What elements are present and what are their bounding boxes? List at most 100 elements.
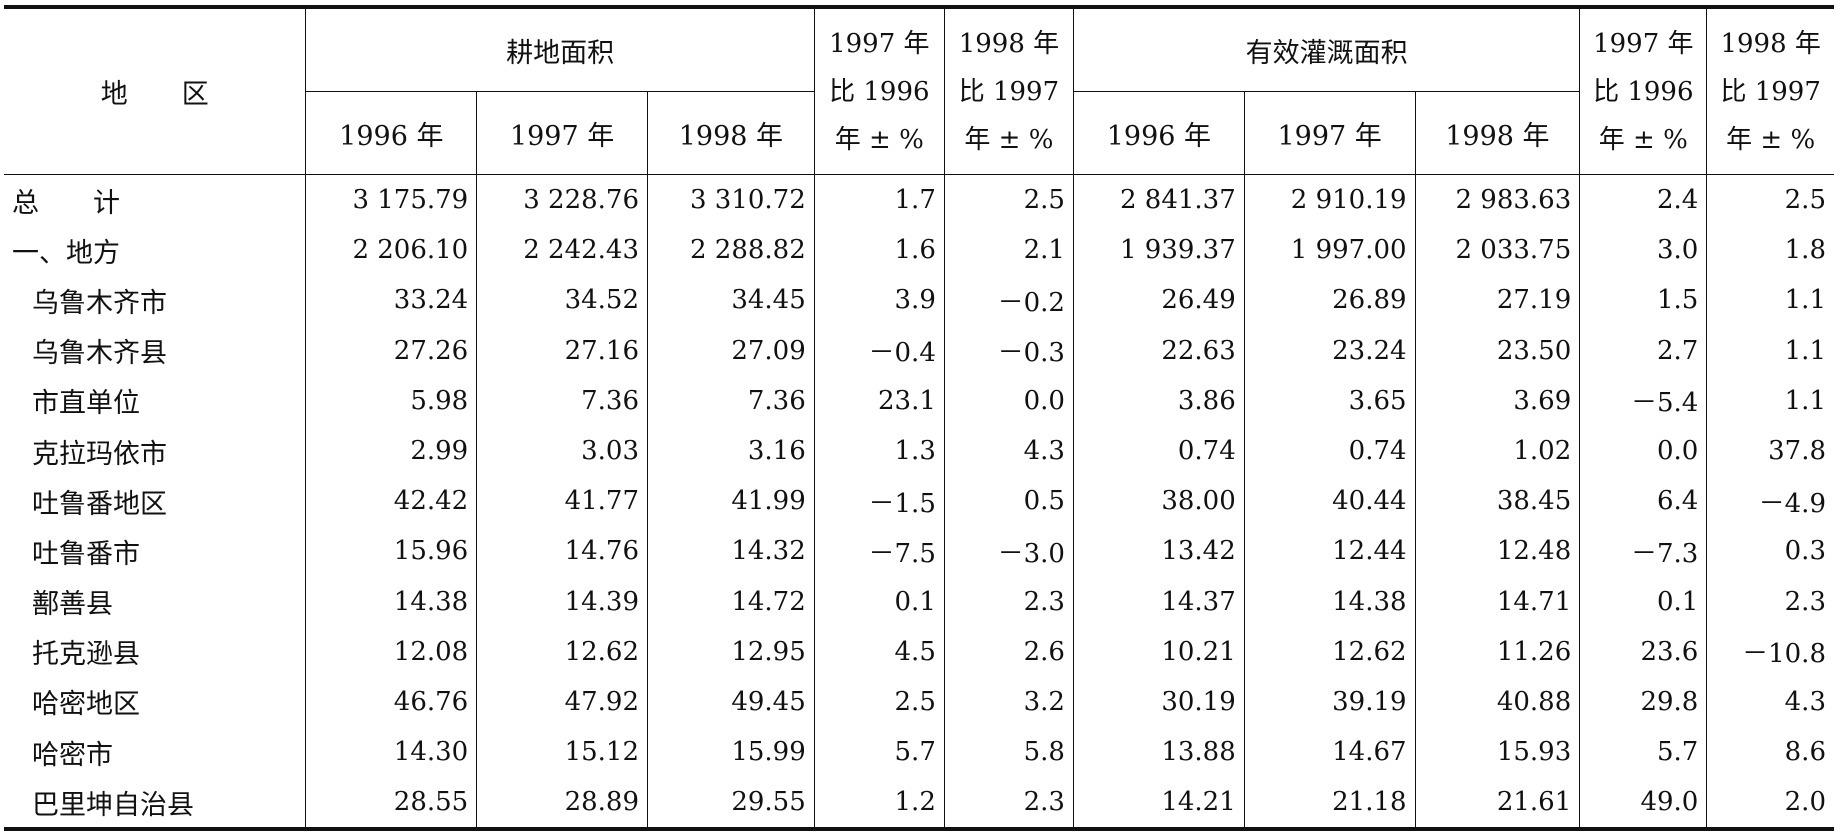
region-name-cell: 乌鲁木齐县 [32, 338, 167, 370]
cultivated-pct97-cell: 4.5 [813, 626, 945, 677]
cultivated-1996-cell: 5.98 [305, 375, 477, 426]
table-row: 吐鲁番地区 42.42 41.77 41.99 －1.5 0.5 38.00 40.44 38.… [4, 476, 1834, 527]
cultivated-1996-cell: 2.99 [305, 425, 477, 477]
cultivated-1997-cell: 7.36 [476, 375, 648, 426]
irrigated-1998-cell: 12.48 [1414, 526, 1580, 577]
irrigated-pct98-cell: 1.1 [1706, 325, 1834, 376]
cultivated-1996-cell: 14.38 [305, 576, 477, 627]
irrigated-1998-cell: 21.61 [1414, 777, 1580, 830]
irrigated-pct97-cell: 49.0 [1579, 777, 1707, 830]
irrigated-1996-cell: 0.74 [1072, 425, 1245, 477]
irrigated-pct98-cell: －10.8 [1706, 626, 1834, 677]
irrigated-pct97-cell: 1.5 [1579, 275, 1707, 326]
irrigated-1997-cell: 23.24 [1243, 325, 1416, 376]
table-row: 哈密市 14.30 15.12 15.99 5.7 5.8 13.88 14.67 15.93 5… [4, 727, 1834, 778]
irrigated-1998-cell: 3.69 [1414, 375, 1580, 426]
irrigated-pct98-cell: 37.8 [1706, 425, 1834, 477]
irrigated-pct98-cell: 8.6 [1706, 727, 1834, 778]
region-name-cell: 市直单位 [32, 388, 140, 420]
region-name-cell: 鄯善县 [32, 589, 113, 621]
cultivated-1996-cell: 15.96 [305, 526, 477, 577]
irrigated-1997-cell: 21.18 [1243, 777, 1416, 830]
irrigated-1996-cell: 14.21 [1072, 777, 1245, 830]
cultivated-pct97-cell: －7.5 [813, 526, 945, 577]
irrigated-pct97-cell: 3.0 [1579, 225, 1707, 276]
cultivated-pct98-cell: 2.6 [943, 626, 1074, 677]
cultivated-1996-cell: 3 175.79 [305, 174, 477, 226]
irrigated-pct97-cell: －7.3 [1579, 526, 1707, 577]
cultivated-1998-cell: 41.99 [647, 476, 815, 527]
table-row: 哈密地区 46.76 47.92 49.45 2.5 3.2 30.19 39.19 40.88… [4, 676, 1834, 728]
cultivated-1998-cell: 12.95 [647, 626, 815, 677]
cultivated-1998-header: 1998 年 [647, 91, 815, 175]
table-header: 地 区 耕地面积 1997 年比 1996 年 ± % 1998 年比 1997 年… [4, 5, 1834, 175]
irrigated-1996-cell: 22.63 [1072, 325, 1245, 376]
region-name-cell: 哈密市 [32, 739, 113, 771]
cultivated-1998-cell: 34.45 [647, 275, 815, 326]
irrigated-1998-cell: 15.93 [1414, 727, 1580, 778]
cultivated-pct98-cell: －0.2 [943, 275, 1074, 326]
irrigated-pct98-cell: 4.3 [1706, 676, 1834, 728]
cultivated-pct97-cell: 1.2 [813, 777, 945, 830]
irrigated-1998-cell: 23.50 [1414, 325, 1580, 376]
table-row: 吐鲁番市 15.96 14.76 14.32 －7.5 －3.0 13.42 12.44 12.… [4, 526, 1834, 577]
cultivated-1997-header: 1997 年 [476, 91, 648, 175]
cultivated-pct98-cell: －3.0 [943, 526, 1074, 577]
region-name-cell: 克拉玛依市 [32, 438, 167, 470]
cultivated-1998-cell: 3 310.72 [647, 174, 815, 226]
cultivated-pct97-cell: 2.5 [813, 676, 945, 728]
cultivated-1996-cell: 33.24 [305, 275, 477, 326]
cultivated-irrigated-area-table: 地 区 耕地面积 1997 年比 1996 年 ± % 1998 年比 1997 年… [4, 5, 1834, 831]
cultivated-pct98-cell: 5.8 [943, 727, 1074, 778]
cultivated-pct98-cell: 0.5 [943, 476, 1074, 527]
cultivated-1997-cell: 14.76 [476, 526, 648, 577]
cultivated-pct97-header: 1997 年比 1996 年 ± % [813, 5, 945, 175]
irrigated-pct97-cell: 0.1 [1579, 576, 1707, 627]
cultivated-1998-cell: 49.45 [647, 676, 815, 728]
irrigated-1996-cell: 10.21 [1072, 626, 1245, 677]
irrigated-1997-cell: 39.19 [1243, 676, 1416, 728]
cultivated-1997-cell: 15.12 [476, 727, 648, 778]
cultivated-1998-cell: 29.55 [647, 777, 815, 830]
irrigated-1998-cell: 2 983.63 [1414, 174, 1580, 226]
irrigated-1996-header: 1996 年 [1072, 91, 1245, 175]
irrigated-pct97-cell: 23.6 [1579, 626, 1707, 677]
cultivated-1998-cell: 14.32 [647, 526, 815, 577]
cultivated-1998-cell: 27.09 [647, 325, 815, 376]
irrigated-1998-cell: 14.71 [1414, 576, 1580, 627]
irrigated-1996-cell: 2 841.37 [1072, 174, 1245, 226]
table-row: 鄯善县 14.38 14.39 14.72 0.1 2.3 14.37 14.38 14.71 0… [4, 576, 1834, 627]
cultivated-1996-cell: 2 206.10 [305, 225, 477, 276]
table-row: 一、地方 2 206.10 2 242.43 2 288.82 1.6 2.1 1 939.… [4, 225, 1834, 276]
cultivated-1996-cell: 12.08 [305, 626, 477, 677]
cultivated-pct97-cell: 23.1 [813, 375, 945, 426]
irrigated-pct98-cell: 1.1 [1706, 375, 1834, 426]
cultivated-pct98-header: 1998 年比 1997 年 ± % [943, 5, 1074, 175]
cultivated-pct98-cell: 2.5 [943, 174, 1074, 226]
irrigated-pct98-cell: 2.3 [1706, 576, 1834, 627]
cultivated-pct97-cell: 0.1 [813, 576, 945, 627]
irrigated-1997-cell: 40.44 [1243, 476, 1416, 527]
region-name-cell: 托克逊县 [32, 639, 140, 671]
irrigated-1998-cell: 27.19 [1414, 275, 1580, 326]
region-name-cell: 一、地方 [12, 237, 120, 269]
region-name-cell: 吐鲁番地区 [32, 488, 167, 520]
cultivated-pct97-cell: 1.3 [813, 425, 945, 477]
irrigated-1996-cell: 13.88 [1072, 727, 1245, 778]
cultivated-pct98-cell: 2.3 [943, 777, 1074, 830]
cultivated-1997-cell: 2 242.43 [476, 225, 648, 276]
irrigated-pct97-cell: 6.4 [1579, 476, 1707, 527]
region-name-cell: 巴里坤自治县 [32, 789, 194, 821]
cultivated-pct97-cell: 1.7 [813, 174, 945, 226]
irrigated-1997-cell: 1 997.00 [1243, 225, 1416, 276]
irrigated-1996-cell: 13.42 [1072, 526, 1245, 577]
cultivated-1996-cell: 46.76 [305, 676, 477, 728]
cultivated-1996-header: 1996 年 [305, 91, 477, 175]
irrigated-1997-cell: 2 910.19 [1243, 174, 1416, 226]
irrigated-pct97-cell: 29.8 [1579, 676, 1707, 728]
cultivated-1997-cell: 28.89 [476, 777, 648, 830]
irrigated-pct97-cell: 0.0 [1579, 425, 1707, 477]
irrigated-1998-cell: 1.02 [1414, 425, 1580, 477]
region-header: 地 区 [4, 5, 306, 175]
cultivated-pct98-cell: －0.3 [943, 325, 1074, 376]
